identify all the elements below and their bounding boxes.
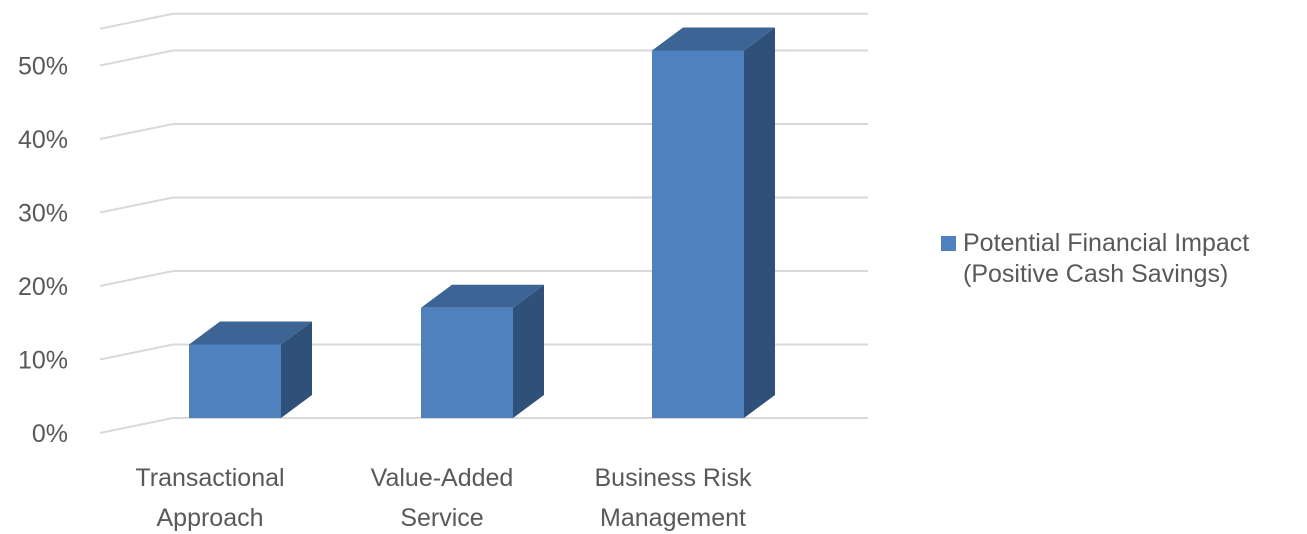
bar-front-face	[421, 307, 513, 418]
y-tick-label: 30%	[18, 200, 68, 228]
gridline-diagonal	[99, 123, 174, 140]
category-label: Approach	[156, 504, 263, 532]
bar-top-face	[652, 27, 775, 51]
legend: Potential Financial Impact (Positive Cas…	[941, 228, 1249, 290]
bar	[189, 321, 312, 418]
gridline-diagonal	[99, 49, 174, 67]
category-labels: Transactional Approach Value-Added Service B…	[135, 464, 752, 532]
gridline-diagonal	[99, 12, 174, 30]
bar-side-face	[281, 321, 312, 418]
category-label: Value-Added	[371, 464, 514, 492]
bar-side-face	[513, 284, 544, 418]
bar-front-face	[652, 50, 744, 418]
bar-side-face	[744, 27, 775, 418]
y-tick-label: 10%	[18, 347, 68, 375]
y-axis-tick-labels: 0% 10% 20% 30% 40% 50%	[18, 53, 68, 449]
legend-swatch	[941, 236, 956, 251]
legend-label-line-1: Potential Financial Impact	[963, 229, 1250, 257]
gridline-diagonal	[99, 343, 174, 361]
bar-front-face	[189, 344, 281, 418]
category-label: Transactional	[135, 464, 284, 492]
y-tick-label: 0%	[32, 420, 68, 448]
bar-top-face	[421, 284, 544, 308]
y-tick-label: 40%	[18, 126, 68, 154]
legend-label: Potential Financial Impact (Positive Cas…	[963, 228, 1249, 290]
y-tick-label: 50%	[18, 53, 68, 81]
gridline-diagonal	[99, 417, 174, 434]
category-label: Business Risk	[595, 464, 752, 492]
legend-label-line-2: (Positive Cash Savings)	[963, 260, 1229, 288]
bar-top-face	[189, 321, 312, 345]
bars	[189, 27, 775, 418]
gridline-diagonal	[99, 270, 174, 287]
category-label: Management	[600, 504, 746, 532]
bar	[652, 27, 775, 418]
y-tick-label: 20%	[18, 273, 68, 301]
gridline-diagonal	[99, 196, 174, 214]
bar	[421, 284, 544, 418]
category-label: Service	[400, 504, 483, 532]
